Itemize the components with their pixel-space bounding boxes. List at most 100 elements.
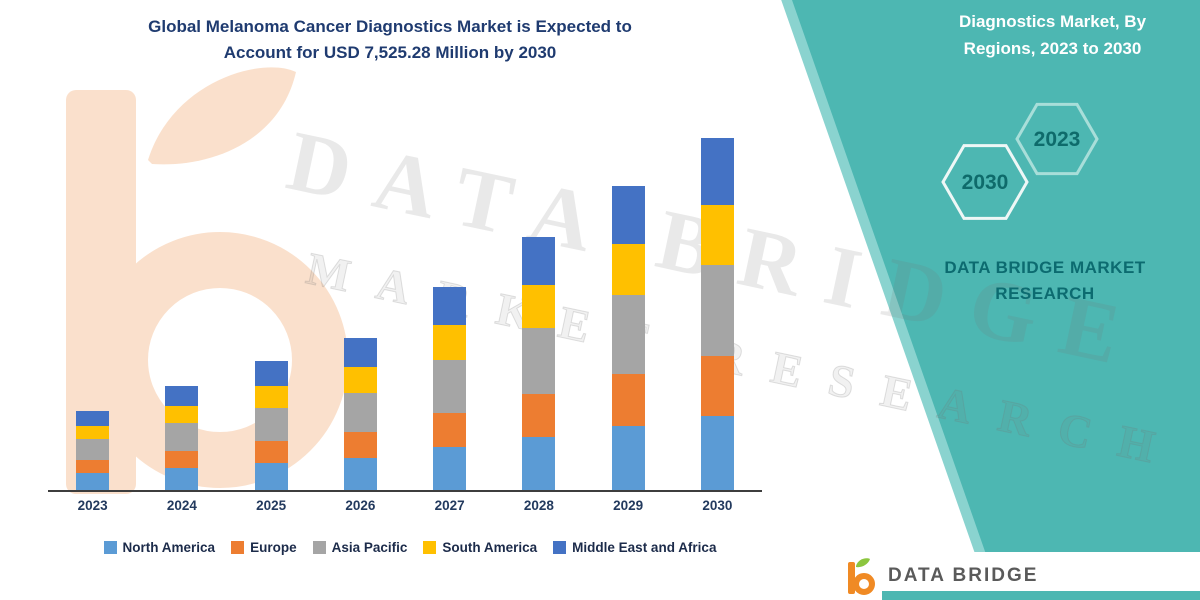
bar-segment-asia-pacific[interactable] [700,264,734,357]
x-axis-label-2025: 2025 [256,498,287,513]
stacked-bar-2025[interactable] [254,361,288,490]
stacked-bar-2026[interactable] [343,338,377,490]
bar-segment-north-america[interactable] [343,458,377,490]
bar-column-2023 [53,410,133,490]
bar-segment-south-america[interactable] [76,425,110,440]
hexagon-2023-label: 2023 [1034,128,1081,151]
bar-segment-middle-east-and-africa[interactable] [700,138,734,206]
x-axis-labels: 2023 2024 2025 2026 2027 2028 2029 2030 [48,498,762,513]
bar-segment-north-america[interactable] [700,416,734,490]
x-axis-label-2030: 2030 [702,498,733,513]
panel-heading: Diagnostics Market, By Regions, 2023 to … [920,8,1185,62]
bar-segment-middle-east-and-africa[interactable] [254,361,288,386]
panel-brand-line2: RESEARCH [995,283,1095,303]
legend-label: Europe [250,540,297,555]
bar-segment-north-america[interactable] [433,447,467,490]
bar-segment-south-america[interactable] [522,285,556,329]
bar-segment-asia-pacific[interactable] [433,359,467,413]
bar-segment-asia-pacific[interactable] [165,423,199,451]
bar-segment-south-america[interactable] [165,405,199,424]
stacked-bar-2027[interactable] [433,286,467,490]
bar-segment-middle-east-and-africa[interactable] [343,338,377,368]
hexagon-2023 [1015,102,1099,176]
bar-segment-europe[interactable] [254,441,288,463]
bar-column-2028 [499,237,579,490]
legend-label: North America [122,540,216,555]
bar-segment-middle-east-and-africa[interactable] [522,237,556,286]
stacked-bar-2030[interactable] [700,138,734,490]
x-axis-label-2028: 2028 [523,498,554,513]
footer-brand-text: DATA BRIDGE [888,565,1039,586]
footer-teal-strip [882,591,1200,600]
bar-segment-asia-pacific[interactable] [343,393,377,433]
bar-segment-south-america[interactable] [343,367,377,394]
panel-heading-line1: Diagnostics Market, By [958,12,1147,31]
legend-label: South America [442,540,538,555]
legend-label: Middle East and Africa [572,540,717,555]
bar-segment-south-america[interactable] [700,205,734,265]
hexagon-2030 [941,144,1029,220]
bar-column-2024 [142,385,222,490]
bar-segment-europe[interactable] [700,356,734,417]
legend-item-middle-east-and-africa[interactable]: Middle East and Africa [553,540,716,555]
chart-legend: North America Europe Asia Pacific South Ame… [20,540,800,555]
stacked-bar-2024[interactable] [165,385,199,490]
chart-title-line1: Global Melanoma Cancer Diagnostics Marke… [148,17,632,36]
legend-swatch [423,541,437,554]
legend-item-north-america[interactable]: North America [103,540,216,555]
plot-area [48,118,762,492]
bar-segment-europe[interactable] [611,374,645,427]
bar-segment-middle-east-and-africa[interactable] [611,185,645,244]
bar-segment-asia-pacific[interactable] [611,295,645,375]
bar-segment-asia-pacific[interactable] [522,328,556,394]
bar-column-2026 [320,338,400,490]
legend-swatch [553,541,567,554]
bar-segment-north-america[interactable] [611,426,645,490]
chart-title-line2: Account for USD 7,525.28 Million by 2030 [223,43,557,63]
legend-label: Asia Pacific [331,540,408,555]
x-axis-label-2023: 2023 [77,498,108,513]
hexagon-2030-label: 2030 [962,171,1009,194]
bar-segment-north-america[interactable] [165,468,199,490]
chart-title: Global Melanoma Cancer Diagnostics Marke… [40,14,740,67]
bar-segment-asia-pacific[interactable] [254,407,288,442]
bar-segment-europe[interactable] [433,412,467,448]
bar-segment-south-america[interactable] [254,385,288,408]
legend-swatch [312,541,326,554]
legend-swatch [103,541,117,554]
bar-segment-europe[interactable] [165,450,199,469]
x-axis-label-2029: 2029 [613,498,644,513]
year-hexagons: 2030 2023 [941,102,1099,220]
bar-segment-middle-east-and-africa[interactable] [433,286,467,326]
bar-column-2027 [410,286,490,490]
x-axis-label-2027: 2027 [434,498,465,513]
bar-column-2025 [231,361,311,490]
stacked-bar-2029[interactable] [611,185,645,490]
legend-swatch [231,541,245,554]
panel-brand-line1: DATA BRIDGE MARKET [944,258,1146,277]
x-axis-label-2026: 2026 [345,498,376,513]
stacked-bar-2023[interactable] [76,410,110,490]
bar-segment-north-america[interactable] [522,436,556,490]
bar-segment-south-america[interactable] [611,243,645,296]
panel-brand-text: DATA BRIDGE MARKET RESEARCH [910,255,1180,306]
bar-segment-south-america[interactable] [433,325,467,360]
bar-segment-europe[interactable] [76,459,110,474]
bar-column-2029 [588,185,668,490]
x-axis-label-2024: 2024 [166,498,197,513]
legend-item-europe[interactable]: Europe [231,540,297,555]
stacked-bar-2028[interactable] [522,237,556,490]
legend-item-south-america[interactable]: South America [423,540,537,555]
bar-segment-middle-east-and-africa[interactable] [76,410,110,426]
bar-segment-north-america[interactable] [254,463,288,490]
bar-segment-europe[interactable] [343,432,377,459]
bar-segment-asia-pacific[interactable] [76,439,110,460]
bar-segment-middle-east-and-africa[interactable] [165,385,199,406]
legend-item-asia-pacific[interactable]: Asia Pacific [312,540,408,555]
bar-column-2030 [677,138,757,490]
panel-heading-line2: Regions, 2023 to 2030 [963,39,1142,59]
bar-segment-europe[interactable] [522,393,556,437]
data-bridge-logo-icon [848,558,875,595]
bar-segment-north-america[interactable] [76,473,110,490]
